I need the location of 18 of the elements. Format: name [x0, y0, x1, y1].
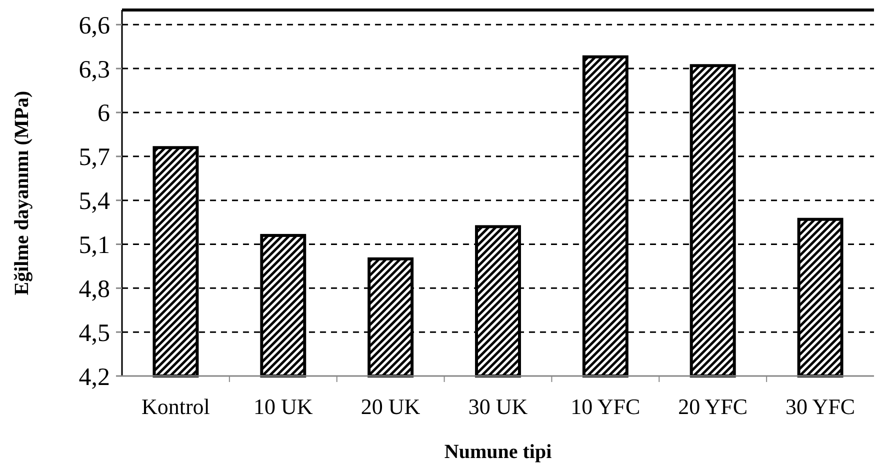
y-axis-title: Eğilme dayanımı (MPa) [11, 90, 33, 296]
x-tick-label: 20 UK [360, 394, 420, 419]
y-tick-label: 5,7 [78, 144, 110, 172]
y-tick-label: 4,2 [78, 364, 110, 391]
y-tick-label: 4,8 [78, 276, 110, 303]
y-tick-label: 5,1 [78, 232, 110, 259]
x-tick-label: 10 UK [254, 394, 313, 419]
x-axis-title: Numune tipi [444, 441, 552, 463]
x-tick-label: 20 YFC [678, 394, 748, 419]
x-tick-label: Kontrol [141, 394, 210, 419]
y-tick-label: 5,4 [78, 188, 110, 216]
y-tick-label: 4,5 [78, 320, 110, 347]
y-tick-label: 6,3 [78, 56, 110, 84]
y-tick-label: 6 [98, 100, 110, 128]
x-tick-label: 30 YFC [786, 394, 856, 419]
y-tick-label: 6,6 [78, 12, 110, 40]
x-tick-label: 30 UK [468, 394, 528, 419]
x-tick-label: 10 YFC [570, 394, 640, 419]
